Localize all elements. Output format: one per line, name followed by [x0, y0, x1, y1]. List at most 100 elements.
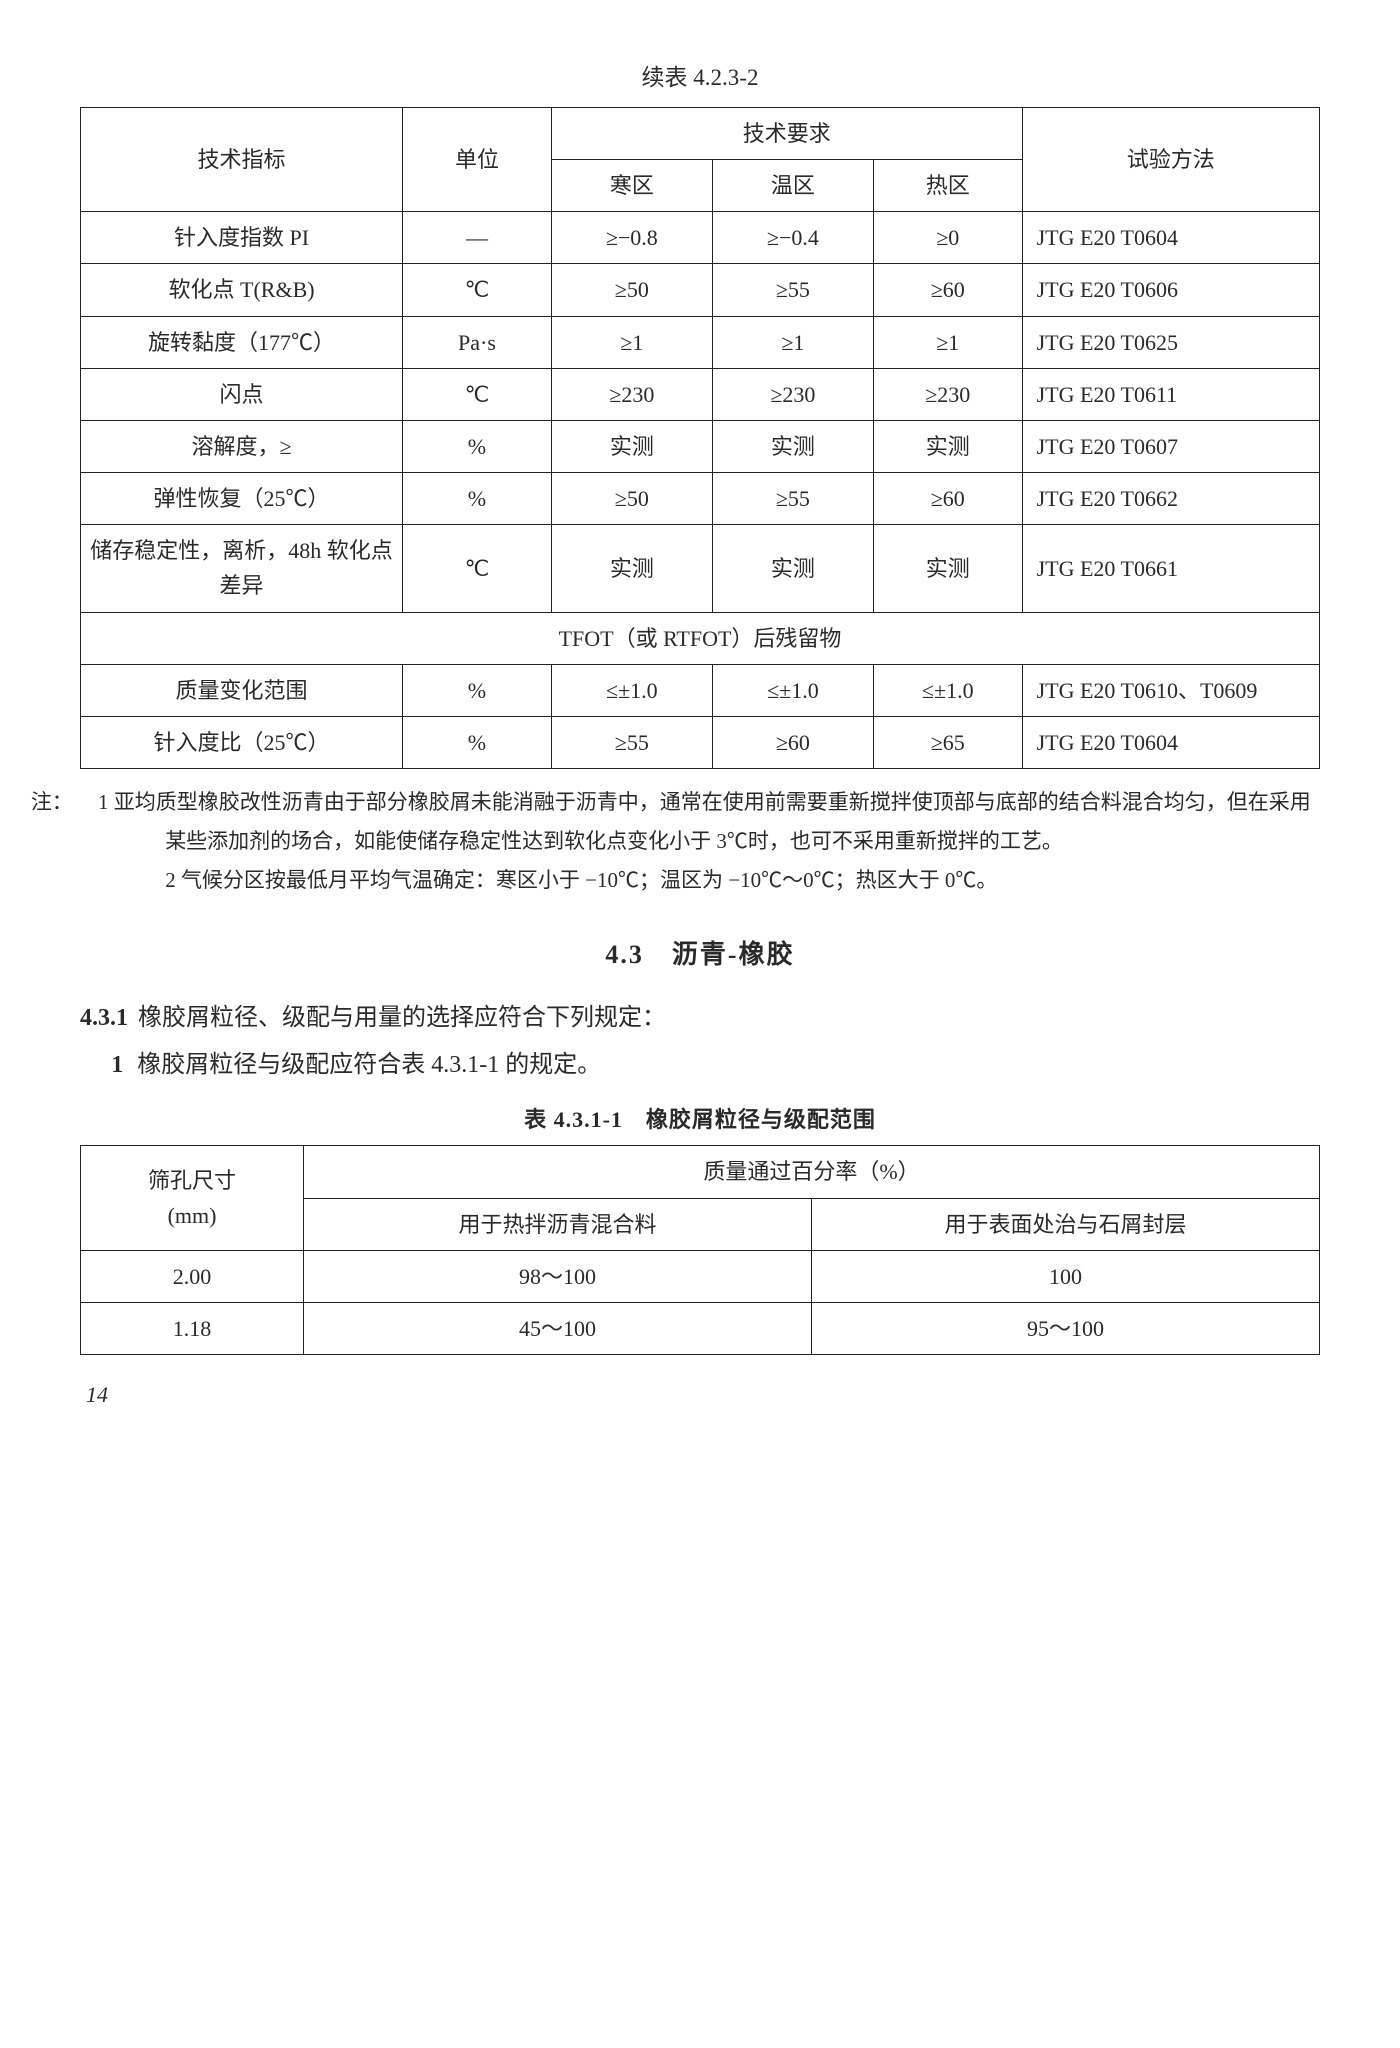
subclause-text: 橡胶屑粒径与级配应符合表 4.3.1-1 的规定。 [137, 1052, 601, 1078]
cell-temperate: ≤±1.0 [712, 664, 873, 716]
note-1: 注：1 亚均质型橡胶改性沥青由于部分橡胶屑未能消融于沥青中，通常在使用前需要重新… [98, 783, 1320, 861]
cell-indicator: 弹性恢复（25℃） [81, 473, 403, 525]
th-method: 试验方法 [1022, 107, 1319, 211]
table-row: 针入度指数 PI — ≥−0.8 ≥−0.4 ≥0 JTG E20 T0604 [81, 212, 1320, 264]
th-temperate: 温区 [712, 159, 873, 211]
table1-section-row: TFOT（或 RTFOT）后残留物 [81, 612, 1320, 664]
cell-hot: ≥230 [873, 368, 1022, 420]
table-row: 溶解度，≥ % 实测 实测 实测 JTG E20 T0607 [81, 420, 1320, 472]
cell-surface: 95～100 [812, 1302, 1320, 1354]
cell-unit: % [403, 717, 552, 769]
cell-hotmix: 45～100 [304, 1302, 812, 1354]
cell-temperate: ≥1 [712, 316, 873, 368]
cell-method: JTG E20 T0606 [1022, 264, 1319, 316]
table-row: 针入度比（25℃） % ≥55 ≥60 ≥65 JTG E20 T0604 [81, 717, 1320, 769]
cell-temperate: ≥55 [712, 473, 873, 525]
table-row: 弹性恢复（25℃） % ≥50 ≥55 ≥60 JTG E20 T0662 [81, 473, 1320, 525]
cell-unit: % [403, 473, 552, 525]
cell-sieve: 1.18 [81, 1302, 304, 1354]
table-row: 1.18 45～100 95～100 [81, 1302, 1320, 1354]
cell-temperate: ≥230 [712, 368, 873, 420]
cell-indicator: 储存稳定性，离析，48h 软化点差异 [81, 525, 403, 612]
cell-unit: ℃ [403, 525, 552, 612]
table-row: 2.00 98～100 100 [81, 1250, 1320, 1302]
cell-hotmix: 98～100 [304, 1250, 812, 1302]
table2-caption: 表 4.3.1-1 橡胶屑粒径与级配范围 [80, 1102, 1320, 1137]
table-row: 质量变化范围 % ≤±1.0 ≤±1.0 ≤±1.0 JTG E20 T0610… [81, 664, 1320, 716]
cell-hot: ≥60 [873, 264, 1022, 316]
th-cold: 寒区 [551, 159, 712, 211]
cell-hot: ≥0 [873, 212, 1022, 264]
cell-indicator: 软化点 T(R&B) [81, 264, 403, 316]
table2-header-row1: 筛孔尺寸 (mm) 质量通过百分率（%） [81, 1146, 1320, 1198]
table2: 筛孔尺寸 (mm) 质量通过百分率（%） 用于热拌沥青混合料 用于表面处治与石屑… [80, 1145, 1320, 1355]
table1-header-row1: 技术指标 单位 技术要求 试验方法 [81, 107, 1320, 159]
th2-sieve: 筛孔尺寸 (mm) [81, 1146, 304, 1250]
table-row: 储存稳定性，离析，48h 软化点差异 ℃ 实测 实测 实测 JTG E20 T0… [81, 525, 1320, 612]
table-row: 软化点 T(R&B) ℃ ≥50 ≥55 ≥60 JTG E20 T0606 [81, 264, 1320, 316]
cell-unit: ℃ [403, 264, 552, 316]
cell-method: JTG E20 T0611 [1022, 368, 1319, 420]
cell-indicator: 溶解度，≥ [81, 420, 403, 472]
cell-method: JTG E20 T0610、T0609 [1022, 664, 1319, 716]
cell-hot: 实测 [873, 525, 1022, 612]
cell-cold: ≥50 [551, 473, 712, 525]
cell-indicator: 闪点 [81, 368, 403, 420]
cell-cold: ≥1 [551, 316, 712, 368]
cell-method: JTG E20 T0604 [1022, 212, 1319, 264]
th-requirements: 技术要求 [551, 107, 1022, 159]
cell-indicator: 质量变化范围 [81, 664, 403, 716]
cell-cold: 实测 [551, 525, 712, 612]
cell-cold: 实测 [551, 420, 712, 472]
note-1-text: 1 亚均质型橡胶改性沥青由于部分橡胶屑未能消融于沥青中，通常在使用前需要重新搅拌… [98, 790, 1311, 853]
table-row: 旋转黏度（177℃） Pa·s ≥1 ≥1 ≥1 JTG E20 T0625 [81, 316, 1320, 368]
table1-caption: 续表 4.2.3-2 [80, 60, 1320, 97]
th2-surface: 用于表面处治与石屑封层 [812, 1198, 1320, 1250]
table1: 技术指标 单位 技术要求 试验方法 寒区 温区 热区 针入度指数 PI — ≥−… [80, 107, 1320, 769]
cell-temperate: ≥55 [712, 264, 873, 316]
cell-surface: 100 [812, 1250, 1320, 1302]
cell-cold: ≥50 [551, 264, 712, 316]
subclause-1: 1 橡胶屑粒径与级配应符合表 4.3.1-1 的规定。 [80, 1046, 1320, 1084]
th2-sieve-l2: (mm) [87, 1198, 297, 1233]
cell-hot: 实测 [873, 420, 1022, 472]
th2-hotmix: 用于热拌沥青混合料 [304, 1198, 812, 1250]
cell-method: JTG E20 T0662 [1022, 473, 1319, 525]
cell-unit: — [403, 212, 552, 264]
cell-method: JTG E20 T0661 [1022, 525, 1319, 612]
cell-temperate: ≥60 [712, 717, 873, 769]
note-2: 2 气候分区按最低月平均气温确定：寒区小于 −10℃；温区为 −10℃～0℃；热… [98, 861, 1320, 900]
clause-text: 橡胶屑粒径、级配与用量的选择应符合下列规定： [138, 1005, 666, 1031]
th2-percent: 质量通过百分率（%） [304, 1146, 1320, 1198]
cell-temperate: ≥−0.4 [712, 212, 873, 264]
cell-cold: ≥230 [551, 368, 712, 420]
th-hot: 热区 [873, 159, 1022, 211]
clause-431: 4.3.1 橡胶屑粒径、级配与用量的选择应符合下列规定： [80, 999, 1320, 1037]
th2-sieve-l1: 筛孔尺寸 [87, 1163, 297, 1198]
notes-block: 注：1 亚均质型橡胶改性沥青由于部分橡胶屑未能消融于沥青中，通常在使用前需要重新… [98, 783, 1320, 900]
th-unit: 单位 [403, 107, 552, 211]
cell-unit: Pa·s [403, 316, 552, 368]
cell-method: JTG E20 T0607 [1022, 420, 1319, 472]
subclause-num: 1 [111, 1052, 123, 1078]
cell-indicator: 针入度指数 PI [81, 212, 403, 264]
section-title: 4.3 沥青-橡胶 [80, 934, 1320, 976]
note-2-text: 2 气候分区按最低月平均气温确定：寒区小于 −10℃；温区为 −10℃～0℃；热… [165, 868, 997, 892]
cell-hot: ≤±1.0 [873, 664, 1022, 716]
cell-hot: ≥65 [873, 717, 1022, 769]
cell-indicator: 针入度比（25℃） [81, 717, 403, 769]
cell-method: JTG E20 T0604 [1022, 717, 1319, 769]
section-row-text: TFOT（或 RTFOT）后残留物 [81, 612, 1320, 664]
cell-unit: ℃ [403, 368, 552, 420]
cell-hot: ≥60 [873, 473, 1022, 525]
cell-cold: ≥−0.8 [551, 212, 712, 264]
clause-num: 4.3.1 [80, 1005, 128, 1031]
cell-hot: ≥1 [873, 316, 1022, 368]
page-number: 14 [86, 1377, 1320, 1412]
cell-sieve: 2.00 [81, 1250, 304, 1302]
cell-method: JTG E20 T0625 [1022, 316, 1319, 368]
cell-temperate: 实测 [712, 420, 873, 472]
cell-unit: % [403, 664, 552, 716]
table-row: 闪点 ℃ ≥230 ≥230 ≥230 JTG E20 T0611 [81, 368, 1320, 420]
cell-cold: ≤±1.0 [551, 664, 712, 716]
